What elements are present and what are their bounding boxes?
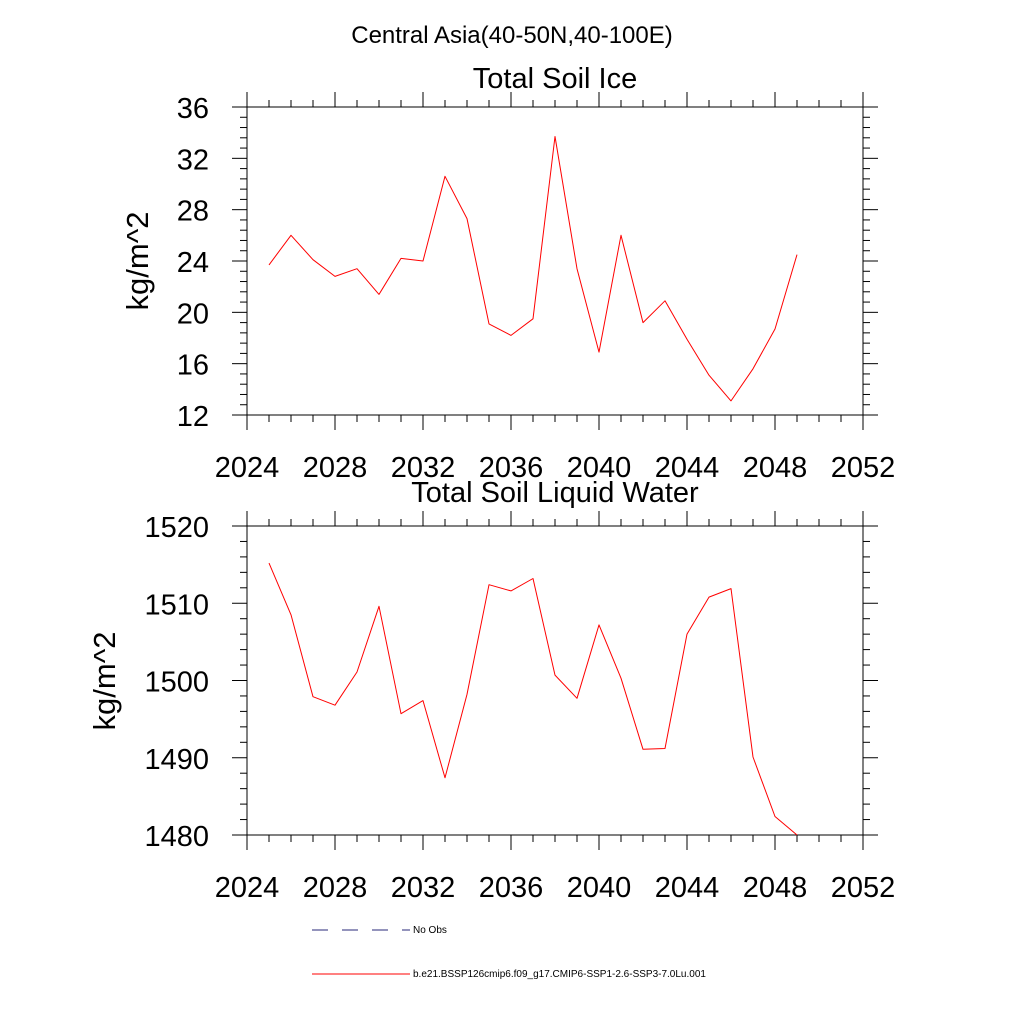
- x-tick-label-soil-liquid-water: 2032: [391, 872, 456, 904]
- y-tick-label-soil-ice: 24: [177, 247, 209, 279]
- x-tick-label-soil-liquid-water: 2044: [655, 872, 720, 904]
- x-tick-label-soil-ice: 2052: [831, 452, 896, 484]
- y-axis-label-soil-ice: kg/m^2: [120, 212, 155, 311]
- axis-ticks-soil-ice: [232, 92, 878, 430]
- x-tick-label-soil-ice: 2024: [215, 452, 280, 484]
- y-axis-label-soil-liquid-water: kg/m^2: [87, 632, 122, 731]
- y-tick-label-soil-liquid-water: 1490: [144, 744, 209, 776]
- y-tick-label-soil-liquid-water: 1520: [144, 512, 209, 544]
- main-title: Central Asia(40-50N,40-100E): [351, 22, 673, 49]
- y-tick-label-soil-ice: 20: [177, 298, 209, 330]
- series-line-soil-liquid-water: [268, 562, 798, 836]
- x-tick-label-soil-ice: 2044: [655, 452, 720, 484]
- y-tick-label-soil-ice: 28: [177, 196, 209, 228]
- x-tick-label-soil-ice: 2032: [391, 452, 456, 484]
- y-tick-label-soil-liquid-water: 1480: [144, 821, 209, 853]
- y-tick-label-soil-liquid-water: 1500: [144, 667, 209, 699]
- axis-ticks-soil-liquid-water: [232, 511, 878, 850]
- x-tick-label-soil-liquid-water: 2048: [743, 872, 808, 904]
- series-soil-liquid-water: [268, 562, 798, 836]
- series-line-soil-ice: [268, 136, 798, 402]
- x-tick-label-soil-ice: 2028: [303, 452, 368, 484]
- chart-panel-soil-ice: Total Soil Ice kg/m^2 2024 2028 2032 2036 20…: [120, 63, 895, 484]
- x-tick-label-soil-liquid-water: 2028: [303, 872, 368, 904]
- chart-title-soil-liquid-water: Total Soil Liquid Water: [411, 477, 699, 509]
- y-tick-label-soil-ice: 12: [177, 401, 209, 433]
- series-soil-ice: [268, 136, 798, 402]
- y-tick-label-soil-liquid-water: 1510: [144, 589, 209, 621]
- y-tick-label-soil-ice: 16: [177, 350, 209, 382]
- chart-title-soil-ice: Total Soil Ice: [473, 63, 637, 95]
- legend-label-no-obs: No Obs: [413, 925, 447, 936]
- tick-labels-soil-ice: 2024 2028 2032 2036 2040 2044 2048 205212162024…: [177, 93, 896, 484]
- x-tick-label-soil-ice: 2036: [479, 452, 544, 484]
- chart-panel-soil-liquid-water: Total Soil Liquid Water kg/m^2 2024 2028 2…: [87, 477, 895, 904]
- x-tick-label-soil-ice: 2040: [567, 452, 632, 484]
- legend-item-no-obs: No Obs: [312, 925, 447, 936]
- plot-frame-soil-ice: [246, 106, 864, 416]
- legend-label-model-run: b.e21.BSSP126cmip6.f09_g17.CMIP6-SSP1-2.…: [413, 969, 706, 980]
- legend: No Obs b.e21.BSSP126cmip6.f09_g17.CMIP6-…: [312, 925, 706, 980]
- x-tick-label-soil-liquid-water: 2036: [479, 872, 544, 904]
- plot-frame-soil-liquid-water: [246, 525, 864, 836]
- x-tick-label-soil-liquid-water: 2024: [215, 872, 280, 904]
- x-tick-label-soil-ice: 2048: [743, 452, 808, 484]
- x-tick-label-soil-liquid-water: 2040: [567, 872, 632, 904]
- y-tick-label-soil-ice: 36: [177, 93, 209, 125]
- x-tick-label-soil-liquid-water: 2052: [831, 872, 896, 904]
- tick-labels-soil-liquid-water: 2024 2028 2032 2036 2040 2044 2048 2052 1480 1490…: [144, 512, 895, 904]
- legend-item-model-run: b.e21.BSSP126cmip6.f09_g17.CMIP6-SSP1-2.…: [312, 969, 706, 980]
- y-tick-label-soil-ice: 32: [177, 144, 209, 176]
